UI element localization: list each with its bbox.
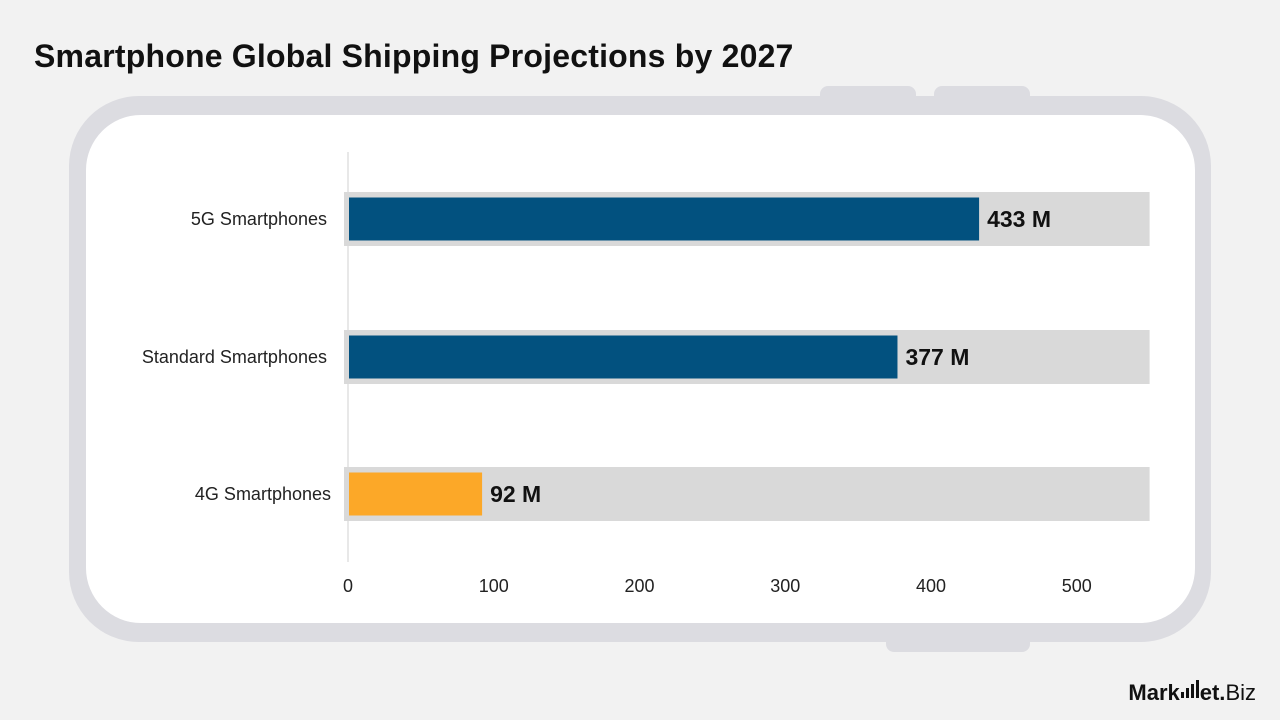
category-label: Standard Smartphones <box>142 347 327 367</box>
bar <box>349 472 483 516</box>
data-label: 433 M <box>987 206 1051 232</box>
category-label: 4G Smartphones <box>195 484 331 504</box>
category-label: 5G Smartphones <box>191 209 327 229</box>
x-tick-label: 100 <box>479 576 509 596</box>
x-tick-label: 300 <box>770 576 800 596</box>
bar <box>349 197 980 241</box>
brand-logo: Mark et. Biz <box>1128 680 1256 705</box>
bar <box>349 335 898 379</box>
data-label: 92 M <box>490 481 541 507</box>
page-title: Smartphone Global Shipping Projections b… <box>34 38 794 74</box>
x-tick-label: 500 <box>1062 576 1092 596</box>
x-tick-label: 400 <box>916 576 946 596</box>
data-label: 377 M <box>905 344 969 370</box>
x-tick-label: 200 <box>624 576 654 596</box>
bars-logo-icon <box>1180 680 1199 698</box>
x-tick-label: 0 <box>343 576 353 596</box>
